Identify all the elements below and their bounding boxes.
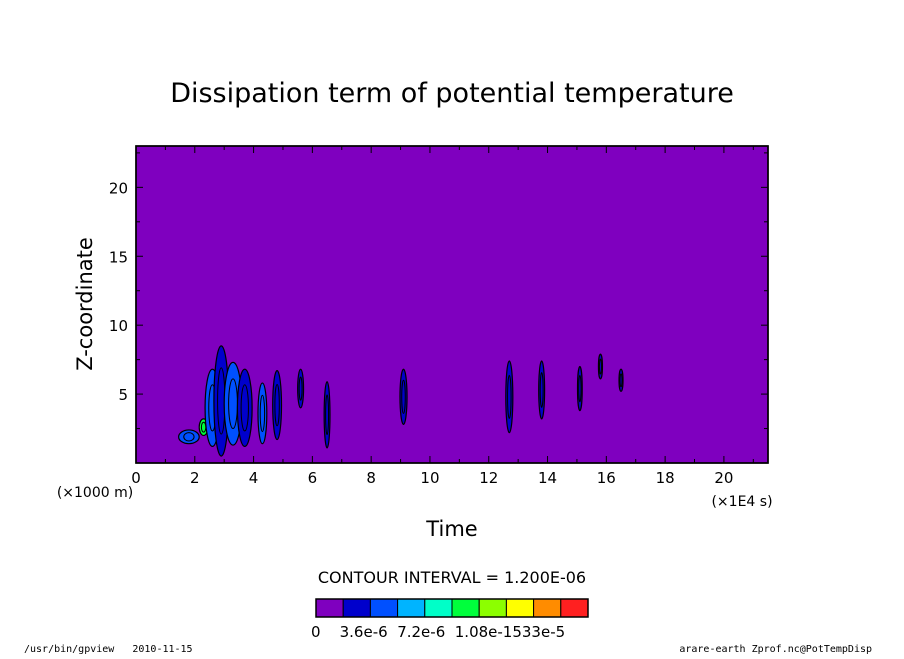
x-axis-unit: (×1E4 s) bbox=[711, 494, 772, 510]
colorbar-swatch-4 bbox=[424, 598, 453, 618]
colorbar-swatch-7 bbox=[505, 598, 535, 618]
contour-line-10 bbox=[401, 379, 406, 414]
x-tick-label-5: 10 bbox=[420, 469, 439, 487]
x-tick-label-6: 12 bbox=[479, 469, 498, 487]
colorbar-swatch-2 bbox=[369, 598, 399, 618]
contour-feature-0 bbox=[178, 429, 200, 445]
contour-feature-10 bbox=[399, 368, 408, 426]
x-tick-label-3: 6 bbox=[308, 469, 318, 487]
contour-line-14 bbox=[598, 358, 602, 375]
x-tick-label-1: 2 bbox=[190, 469, 200, 487]
footer-left: /usr/bin/gpview 2010-11-15 bbox=[24, 644, 193, 654]
contour-line-11 bbox=[507, 374, 512, 419]
y-tick-label-3: 20 bbox=[109, 179, 128, 197]
contour-line-15 bbox=[619, 373, 623, 388]
contour-line-5 bbox=[240, 384, 249, 432]
y-tick-label-1: 10 bbox=[109, 317, 128, 335]
contour-feature-6 bbox=[257, 382, 268, 445]
contour-line-0 bbox=[183, 432, 195, 442]
contour-line-12 bbox=[539, 372, 544, 408]
contour-feature-8 bbox=[297, 368, 305, 409]
contour-line-7 bbox=[274, 383, 280, 427]
colorbar-swatch-6 bbox=[478, 598, 507, 618]
contour-interval-label: CONTOUR INTERVAL = 1.200E-06 bbox=[318, 568, 586, 587]
y-ticks: 5 10 15 20 bbox=[109, 152, 768, 430]
x-tick-label-8: 16 bbox=[597, 469, 616, 487]
y-tick-label-2: 15 bbox=[109, 248, 128, 266]
contour-feature-7 bbox=[272, 370, 283, 441]
colorbar-swatch-5 bbox=[451, 598, 480, 618]
contour-line-9 bbox=[325, 394, 330, 436]
chart-title: Dissipation term of potential temperatur… bbox=[170, 78, 734, 109]
colorbar-frame bbox=[315, 598, 589, 618]
colorbar-swatch-8 bbox=[533, 598, 562, 618]
contour-line-13 bbox=[578, 374, 582, 403]
x-tick-label-10: 20 bbox=[714, 469, 733, 487]
y-axis-unit: (×1000 m) bbox=[57, 485, 133, 501]
contour-line-6 bbox=[259, 394, 266, 433]
x-tick-label-7: 14 bbox=[538, 469, 557, 487]
plot-frame bbox=[135, 145, 769, 464]
colorbar-swatch-0 bbox=[315, 598, 344, 618]
contour-feature-11 bbox=[505, 360, 514, 434]
colorbar-swatch-3 bbox=[397, 598, 426, 618]
x-tick-label-2: 4 bbox=[249, 469, 259, 487]
colorbar-swatch-1 bbox=[342, 598, 371, 618]
colorbar bbox=[315, 598, 589, 618]
contour-feature-12 bbox=[538, 360, 546, 420]
x-tick-label-9: 18 bbox=[656, 469, 675, 487]
contour-line-8 bbox=[298, 376, 303, 401]
contour-feature-5 bbox=[236, 368, 253, 448]
x-axis-label: Time bbox=[425, 517, 477, 541]
x-tick-label-4: 8 bbox=[366, 469, 376, 487]
footer-right: arare-earth_Zprof.nc@PotTempDisp bbox=[679, 644, 872, 654]
colorbar-labels: 0 3.6e-6 7.2e-6 1.08e-1533e-5 bbox=[311, 623, 565, 641]
x-ticks: 0 2 4 6 8 10 12 14 16 18 20 bbox=[131, 146, 754, 487]
y-tick-label-0: 5 bbox=[118, 386, 128, 404]
y-axis-label: Z-coordinate bbox=[73, 237, 97, 371]
contour-features bbox=[178, 345, 624, 457]
x-tick-label-0: 0 bbox=[131, 469, 141, 487]
contour-feature-9 bbox=[323, 381, 331, 449]
colorbar-swatch-9 bbox=[560, 598, 589, 618]
contour-feature-13 bbox=[576, 365, 583, 412]
